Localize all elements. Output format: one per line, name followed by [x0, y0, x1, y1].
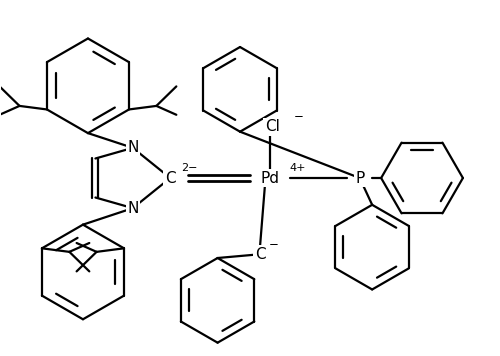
Text: N: N — [127, 140, 138, 155]
Text: N: N — [127, 201, 138, 216]
Text: P: P — [355, 171, 364, 185]
Text: 4+: 4+ — [289, 163, 306, 173]
Text: Cl: Cl — [265, 119, 280, 134]
Text: −: − — [294, 110, 304, 123]
Text: 2−: 2− — [181, 163, 198, 173]
Text: Pd: Pd — [260, 171, 280, 185]
Text: C: C — [254, 247, 266, 262]
Text: C: C — [165, 171, 175, 185]
Text: −: − — [269, 238, 279, 251]
